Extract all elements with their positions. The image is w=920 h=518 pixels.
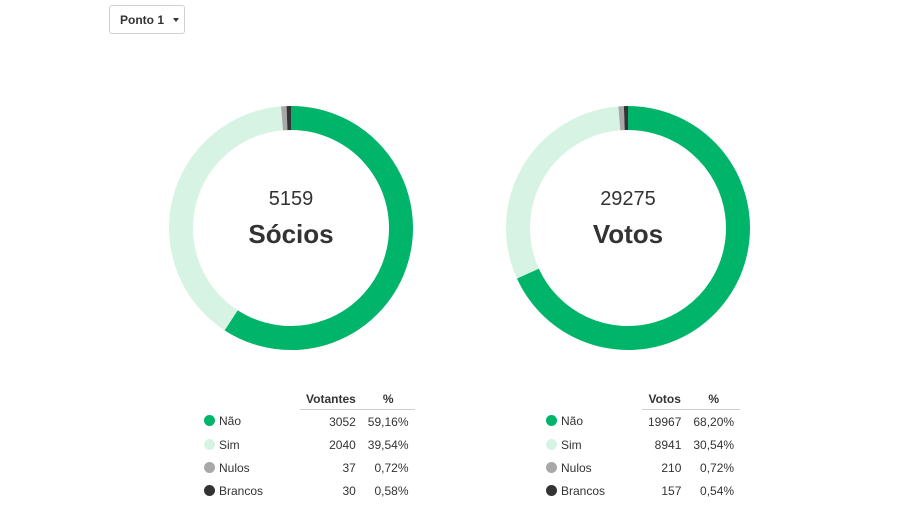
- legend-dot-icon: [204, 415, 215, 427]
- row-percent: 0,58%: [374, 483, 409, 498]
- table-row: Sim 8941 30,54%: [546, 433, 740, 456]
- table-row: Brancos 30 0,58%: [204, 479, 415, 502]
- donut-chart-votos: 29275 Votos: [503, 100, 753, 356]
- legend-label: Não: [219, 414, 242, 429]
- slice-sim: [169, 106, 284, 331]
- slice-sim: [506, 106, 621, 279]
- row-count: 210: [661, 460, 682, 475]
- row-count: 157: [661, 483, 682, 498]
- table-row: Nulos 37 0,72%: [204, 456, 415, 479]
- column-header-votos: Votos: [642, 389, 688, 410]
- donut-total-value: 5159: [268, 188, 314, 210]
- table-row: Não 3052 59,16%: [204, 410, 415, 434]
- slice-nao: [224, 106, 413, 350]
- donut-center-label: Sócios: [248, 219, 334, 249]
- donut-svg-votos: [506, 106, 750, 350]
- row-count: 30: [342, 483, 356, 498]
- donut-svg-socios: [169, 106, 413, 350]
- donut-center-label: Votos: [592, 219, 664, 249]
- table-row: Não 19967 68,20%: [546, 410, 740, 434]
- legend-label: Sim: [219, 437, 240, 452]
- ponto-dropdown-label: Ponto 1: [120, 12, 164, 27]
- table-row: Sim 2040 39,54%: [204, 433, 415, 456]
- row-count: 37: [342, 460, 356, 475]
- column-header-votantes: Votantes: [300, 389, 362, 410]
- row-count: 3052: [329, 414, 356, 429]
- legend-dot-icon: [546, 461, 557, 473]
- legend-dot-icon: [546, 438, 557, 450]
- row-count: 2040: [329, 437, 356, 452]
- row-percent: 39,54%: [367, 437, 409, 452]
- column-header-percent: %: [361, 389, 415, 410]
- row-percent: 68,20%: [693, 414, 735, 429]
- legend-dot-icon: [546, 484, 557, 496]
- row-percent: 0,54%: [700, 483, 735, 498]
- donut-chart-socios: 5159 Sócios: [166, 100, 416, 356]
- legend-label: Brancos: [219, 483, 264, 498]
- row-count: 8941: [654, 437, 682, 452]
- legend-table-socios: Votantes % Não 3052 59,16% Sim 2040 39,5…: [204, 389, 415, 502]
- column-header-percent: %: [687, 389, 741, 410]
- row-percent: 30,54%: [693, 437, 735, 452]
- row-count: 19967: [648, 414, 682, 429]
- table-row: Nulos 210 0,72%: [546, 456, 740, 479]
- legend-dot-icon: [204, 461, 215, 473]
- legend-label: Brancos: [561, 483, 606, 498]
- row-percent: 0,72%: [374, 460, 409, 475]
- legend-table-votos: Votos % Não 19967 68,20% Sim 8941 30,54%…: [546, 389, 741, 502]
- legend-label: Sim: [561, 437, 582, 452]
- legend-label: Nulos: [561, 460, 592, 475]
- donut-total-value: 29275: [600, 188, 656, 210]
- row-percent: 59,16%: [367, 414, 409, 429]
- legend-dot-icon: [546, 415, 557, 427]
- legend-dot-icon: [204, 484, 215, 496]
- legend-label: Não: [561, 414, 584, 429]
- slice-nao: [516, 106, 750, 350]
- row-percent: 0,72%: [700, 460, 735, 475]
- table-row: Brancos 157 0,54%: [546, 479, 740, 502]
- caret-down-icon: [173, 17, 179, 22]
- legend-dot-icon: [204, 438, 215, 450]
- ponto-dropdown[interactable]: Ponto 1: [109, 5, 185, 34]
- legend-label: Nulos: [219, 460, 250, 475]
